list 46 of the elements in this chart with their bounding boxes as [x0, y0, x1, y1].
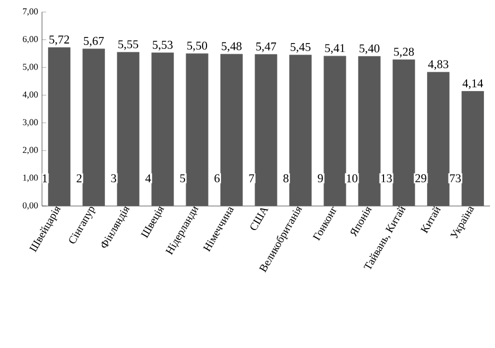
bar — [427, 72, 450, 206]
annotation: 13 — [381, 174, 392, 182]
annotation: 1 — [42, 174, 47, 182]
bar — [116, 52, 140, 206]
annotation: 9 — [318, 174, 323, 182]
y-tick-label: 2,00 — [22, 146, 38, 154]
annotation: 5 — [180, 174, 186, 182]
data-label: 5,45 — [290, 43, 310, 53]
bar — [392, 59, 416, 206]
annotation: 4 — [145, 174, 151, 182]
bar — [358, 56, 381, 206]
data-label: 5,40 — [360, 44, 380, 54]
annotation: 8 — [283, 174, 288, 182]
y-tick-label: 5,00 — [22, 64, 38, 72]
data-label: 5,50 — [187, 42, 208, 52]
data-label: 4,14 — [462, 79, 484, 90]
bar — [151, 52, 174, 206]
annotation: 2 — [76, 174, 82, 182]
annotation: 7 — [249, 174, 254, 182]
bar — [82, 48, 105, 206]
bar — [324, 56, 346, 206]
y-tick-label: 6,00 — [22, 36, 38, 44]
annotation: 3 — [111, 174, 116, 182]
y-tick-label: 7,00 — [23, 8, 38, 16]
bar — [289, 54, 312, 206]
y-tick-label: 4,00 — [22, 91, 38, 99]
y-tick-label: 1,00 — [23, 174, 38, 182]
annotation: 29 — [415, 174, 426, 182]
data-label: 5,55 — [118, 40, 138, 50]
y-tick-label: 3,00 — [22, 119, 38, 127]
bar — [254, 54, 278, 206]
bar — [48, 47, 70, 206]
bar — [462, 91, 484, 206]
data-label: 5,41 — [325, 44, 345, 54]
bar — [186, 53, 208, 206]
data-label: 5,48 — [222, 42, 242, 52]
data-label: 5,53 — [152, 40, 173, 51]
data-label: 4,83 — [428, 60, 448, 70]
annotation: 6 — [214, 174, 220, 182]
data-label: 5,47 — [256, 42, 276, 52]
bar — [220, 54, 243, 206]
annotation: 73 — [450, 174, 461, 182]
annotation: 10 — [346, 174, 358, 182]
data-label: 5,67 — [84, 36, 104, 47]
data-label: 5,28 — [394, 48, 414, 58]
data-label: 5,72 — [49, 36, 70, 46]
